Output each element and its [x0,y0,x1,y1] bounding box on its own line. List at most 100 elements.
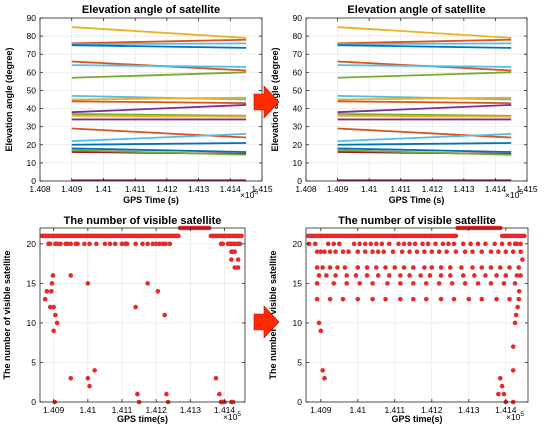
data-point [479,296,485,302]
data-point [514,273,520,278]
data-point [433,241,438,247]
data-point [398,296,403,302]
series-line-12 [71,114,247,118]
data-point [438,265,444,270]
data-point [470,249,475,255]
x-tick-label: 1.412 [146,405,168,415]
data-point [355,249,361,255]
data-point [422,265,427,270]
data-point [327,296,333,302]
data-point [512,281,518,286]
data-point [102,241,108,247]
series-line-2 [337,42,512,46]
data-point [346,249,351,255]
data-point [507,265,512,270]
series-line-7 [337,94,512,101]
data-point [47,304,53,310]
data-point [124,241,130,247]
data-point [140,241,145,247]
series-line-1 [71,38,247,45]
data-point [444,249,449,255]
data-point [425,241,431,247]
data-point [235,241,241,247]
series-line-1 [337,38,512,45]
y-tick-label: 0 [31,397,36,407]
y-tick-label: 90 [27,13,37,23]
x-exponent-label: ×105 [223,411,241,422]
data-point [496,249,501,255]
data-point [87,383,92,389]
x-tick-label: 1.41 [95,184,112,194]
data-point [392,265,398,270]
data-point [163,241,169,247]
data-point [494,273,499,278]
x-tick-label: 1.41 [350,405,367,415]
data-point [446,241,451,247]
data-point [65,241,70,247]
x-tick-label: 1.409 [310,405,332,415]
data-point [327,249,333,255]
data-point [357,241,362,247]
plot-area [306,228,528,402]
data-point [440,241,446,247]
data-point [119,241,125,247]
data-point [316,273,322,278]
x-tick-label: 1.414 [220,184,242,194]
x-exponent-power: 5 [254,189,258,196]
data-point [407,241,412,247]
data-point [316,320,322,326]
data-point [462,281,468,286]
data-point [344,273,350,278]
series-line-17 [71,147,247,153]
series-line-12 [337,114,512,118]
arrow-right-icon [253,85,280,119]
chart-title: The number of visible satellite [338,215,496,227]
data-point [390,249,396,255]
data-point [401,241,407,247]
x-axis-label: GPS Time (s) [123,195,179,205]
x-axis-label: GPS time(s) [391,414,442,424]
series-line-11 [337,113,512,117]
data-point [488,265,494,270]
data-point [327,265,333,270]
axes-box [305,17,528,182]
y-tick-label: 80 [293,31,303,41]
y-tick-label: 15 [293,278,303,288]
series-line-5 [337,64,512,68]
data-point [501,391,507,397]
data-point [460,273,466,278]
data-point [401,265,407,270]
data-point [453,249,459,255]
data-point [48,288,54,294]
y-tick-label: 30 [27,122,37,132]
x-tick-label: 1.415 [251,184,273,194]
series-line-9 [71,100,247,105]
data-point [466,296,472,302]
data-point [475,241,481,247]
series-line-2 [71,42,247,46]
data-point [312,241,318,247]
data-point [411,265,416,270]
x-tick-label: 1.409 [327,184,349,194]
data-point [335,265,340,270]
series-line-8 [337,96,512,101]
data-point [503,273,509,278]
data-point [396,241,401,247]
data-point [220,241,226,247]
data-point [399,249,405,255]
data-point [230,249,236,255]
data-point [314,265,320,270]
data-point [155,288,161,294]
elevation-chart-left: 1.408 1.409 1.41 1.411 1.412 1.413 1.414 1.415 0… [4,4,273,205]
x-exponent-label: ×105 [506,411,524,422]
data-point [414,249,420,255]
data-point [512,320,518,326]
data-point [54,241,60,247]
elevation-chart-right: 1.408 1.409 1.41 1.411 1.412 1.413 1.414 1.415 0… [270,4,538,205]
x-exponent-label: ×105 [505,189,523,200]
data-point [427,273,433,278]
data-point [333,273,338,278]
y-tick-label: 40 [27,104,37,114]
x-tick-label: 1.413 [453,184,475,194]
